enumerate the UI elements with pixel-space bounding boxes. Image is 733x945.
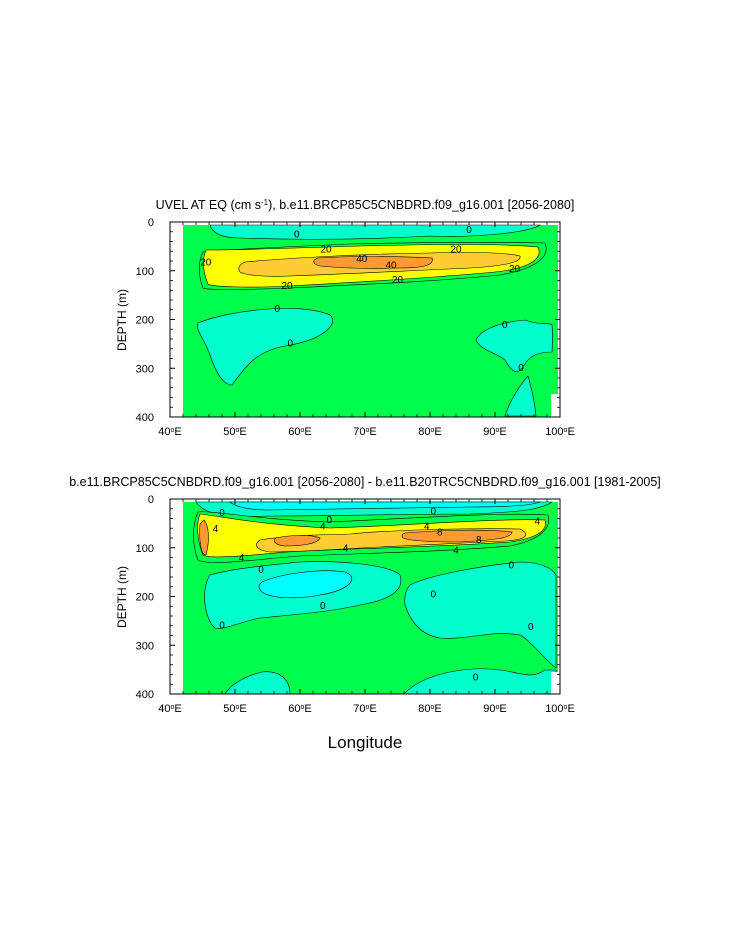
y-tick-label: 400 — [136, 412, 154, 424]
contour-label: 20 — [320, 244, 332, 255]
contour-label: 4 — [424, 521, 430, 532]
x-tick-label: 60oE — [288, 426, 312, 438]
fill-above-8-coast — [199, 519, 209, 556]
contour-label: 0 — [219, 620, 225, 631]
contour-label: 4 — [343, 543, 349, 554]
contour-label: 8 — [476, 535, 482, 546]
y-tick-label: 0 — [148, 217, 154, 229]
contour-label: 40 — [356, 254, 368, 265]
contour-label: 4 — [453, 546, 459, 557]
x-tick-label: 100oE — [545, 426, 575, 438]
fill-above-8-east — [401, 529, 513, 543]
contour-label: 0 — [258, 565, 264, 576]
strong-negative-blob — [258, 570, 352, 599]
fill-below--4 — [229, 501, 541, 511]
x-axis-ticks-bottom: 40oE 50oE 60oE 70oE 80oE 90oE 100oE — [158, 499, 575, 715]
x-tick-label: 100oE — [545, 703, 575, 715]
chart-title-top: UVEL AT EQ (cm s-1), b.e11.BRCP85C5CNBDR… — [156, 198, 575, 213]
x-tick-label: 70oE — [353, 426, 377, 438]
negative-blob-west — [197, 308, 333, 386]
contour-label: 0 — [320, 601, 326, 612]
x-tick-label: 40oE — [158, 703, 182, 715]
y-tick-label: 200 — [136, 315, 154, 327]
contour-label: 0 — [518, 363, 524, 374]
y-tick-label: 300 — [136, 363, 154, 375]
contour-label: 0 — [287, 338, 293, 349]
contour-label: 0 — [430, 590, 436, 601]
contour-label: 0 — [508, 560, 514, 571]
panel-top — [170, 222, 560, 417]
contour-label: 4 — [239, 553, 245, 564]
contour-label: 0 — [326, 515, 332, 526]
y-tick-label: 100 — [136, 266, 154, 278]
contour-label: 20 — [450, 244, 462, 255]
negative-blob-deep-west — [224, 671, 291, 694]
negative-blob-deep-east — [403, 668, 557, 694]
y-tick-label: 200 — [136, 592, 154, 604]
panel-bottom — [170, 499, 560, 694]
contour-label: 8 — [437, 528, 443, 539]
contour-label: 20 — [200, 257, 212, 268]
y-tick-label: 400 — [136, 689, 154, 701]
contour-label: 4 — [213, 524, 219, 535]
contour-label: 20 — [509, 264, 521, 275]
y-axis-label-top: DEPTH (m) — [115, 289, 129, 351]
x-tick-label: 90oE — [483, 703, 507, 715]
contour-label: 20 — [392, 275, 404, 286]
x-tick-label: 40oE — [158, 426, 182, 438]
x-tick-label: 70oE — [353, 703, 377, 715]
x-tick-label: 80oE — [418, 426, 442, 438]
contour-label: 0 — [502, 320, 508, 331]
x-tick-label: 90oE — [483, 426, 507, 438]
negative-blob-east — [475, 319, 553, 373]
chart-title-bottom: b.e11.BRCP85C5CNBDRD.f09_g16.001 [2056-2… — [69, 475, 661, 489]
contour-label: 4 — [534, 516, 540, 527]
x-tick-label: 50oE — [223, 426, 247, 438]
missing-region — [551, 394, 560, 417]
negative-blob-deep — [504, 375, 537, 417]
x-axis-label: Longitude — [328, 733, 403, 752]
x-axis-ticks-top: 40oE 50oE 60oE 70oE 80oE 90oE 100oE — [158, 222, 575, 438]
contour-label: 0 — [274, 304, 280, 315]
x-tick-label: 60oE — [288, 703, 312, 715]
contour-label: 0 — [473, 672, 479, 683]
contour-label: 0 — [430, 507, 436, 518]
negative-blob-east — [404, 561, 557, 669]
y-tick-label: 100 — [136, 543, 154, 555]
x-tick-label: 50oE — [223, 703, 247, 715]
fill-core — [313, 256, 433, 269]
contour-label: 4 — [320, 521, 326, 532]
y-tick-label: 0 — [148, 494, 154, 506]
y-axis-label-bottom: DEPTH (m) — [115, 566, 129, 628]
missing-region — [551, 672, 560, 694]
contour-label: 20 — [281, 281, 293, 292]
contour-label: 0 — [466, 225, 472, 236]
contour-label: 0 — [528, 622, 534, 633]
contour-label: 40 — [385, 260, 397, 271]
x-tick-label: 80oE — [418, 703, 442, 715]
y-tick-label: 300 — [136, 640, 154, 652]
contour-labels-top: 0 0 20 20 20 20 40 40 20 20 0 0 0 0 — [200, 225, 524, 374]
fill-above-8-west — [274, 535, 321, 547]
fill-below-0 — [209, 224, 541, 240]
contour-label: 0 — [294, 230, 300, 241]
contour-label: 0 — [219, 508, 225, 519]
